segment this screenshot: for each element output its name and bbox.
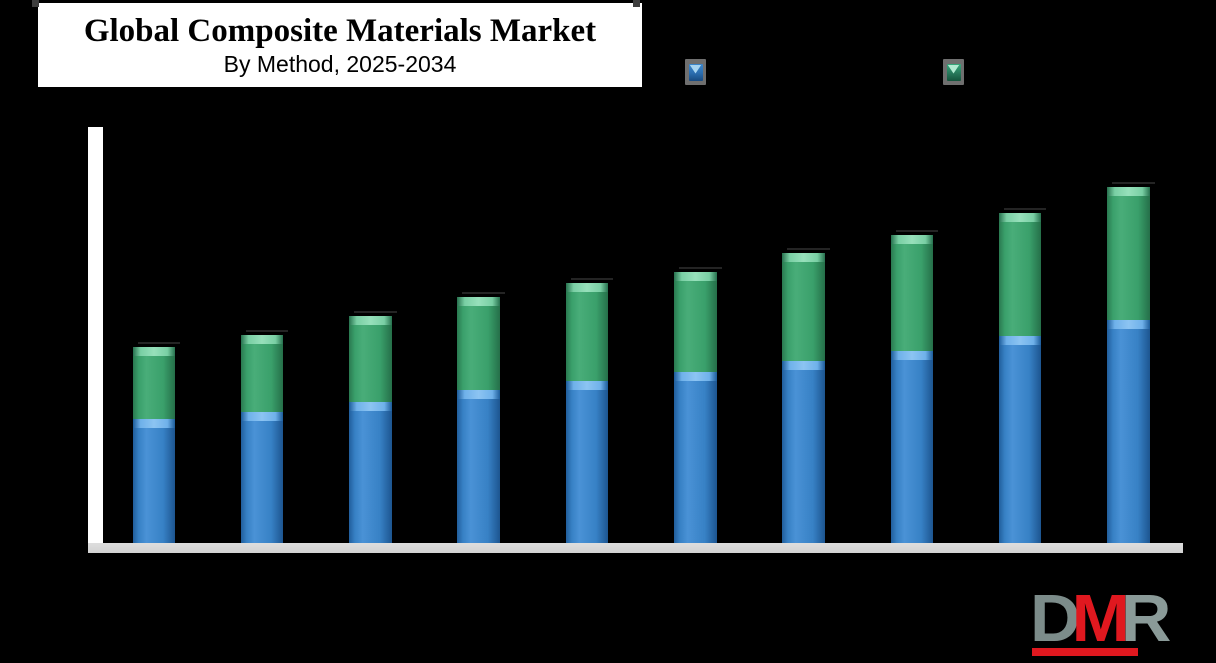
chart-title: Global Composite Materials Market bbox=[83, 13, 597, 49]
bar-2025-blue-segment bbox=[132, 419, 175, 543]
bar-2027 bbox=[349, 310, 397, 543]
bar-2033-green-segment bbox=[998, 213, 1042, 336]
bar-2034-green-segment bbox=[1107, 186, 1150, 321]
bar-2032 bbox=[890, 230, 938, 543]
x-axis-line bbox=[88, 543, 1183, 553]
bar-2027-blue-segment bbox=[349, 401, 392, 543]
bar-2030-green-segment bbox=[674, 272, 717, 373]
bar-2034-blue-segment bbox=[1107, 320, 1150, 543]
x-axis-label-2032: 2032 bbox=[895, 556, 929, 573]
green-series-marker-icon bbox=[946, 63, 961, 81]
x-axis-label-2028: 2028 bbox=[461, 556, 496, 573]
bar-2029-blue-segment bbox=[565, 381, 609, 543]
logo-letter-r: R bbox=[1120, 581, 1171, 656]
blue-series-marker-icon bbox=[688, 63, 703, 81]
bar-2026-blue-segment bbox=[240, 411, 284, 543]
x-axis-label-2031: 2031 bbox=[786, 556, 821, 573]
bar-2028-green-segment bbox=[457, 297, 500, 390]
dmr-logo: DMR bbox=[1030, 585, 1216, 660]
bar-2030-blue-segment bbox=[674, 372, 717, 543]
x-axis-label-2026: 2026 bbox=[245, 556, 279, 573]
x-axis-label-2025: 2025 bbox=[137, 556, 171, 573]
legend-marker-frame bbox=[943, 59, 964, 85]
bar-2033-blue-segment bbox=[998, 335, 1042, 543]
bar-2025 bbox=[132, 342, 180, 543]
bar-2028-blue-segment bbox=[457, 389, 500, 543]
x-axis-label-2034: 2034 bbox=[1111, 556, 1146, 573]
bar-2032-blue-segment bbox=[890, 350, 934, 543]
titlebox-corner-right-mark bbox=[633, 0, 640, 7]
bar-2032-green-segment bbox=[890, 235, 934, 351]
x-axis-label-2027: 2027 bbox=[353, 556, 388, 573]
x-axis-label-2029: 2029 bbox=[570, 556, 604, 573]
bar-2027-green-segment bbox=[349, 315, 392, 402]
titlebox-corner-left-mark bbox=[32, 0, 39, 7]
bar-2026-green-segment bbox=[240, 335, 284, 412]
bar-2029 bbox=[565, 278, 613, 543]
bar-2029-green-segment bbox=[565, 283, 609, 382]
chart-subtitle: By Method, 2025-2034 bbox=[223, 51, 457, 77]
bar-2025-green-segment bbox=[132, 347, 175, 420]
bar-2033 bbox=[998, 208, 1046, 543]
legend-item-series1 bbox=[685, 59, 712, 85]
bar-2034 bbox=[1107, 181, 1155, 543]
bar-2030 bbox=[674, 267, 721, 543]
dmr-logo-letters: DMR bbox=[1030, 585, 1171, 651]
legend-item-series2 bbox=[943, 59, 970, 85]
legend-marker-frame bbox=[685, 59, 706, 85]
logo-letter-m: M bbox=[1071, 581, 1130, 656]
bar-2031 bbox=[782, 248, 830, 543]
x-axis-label-2033: 2033 bbox=[1003, 556, 1037, 573]
chart-title-box: Global Composite Materials Market By Met… bbox=[38, 3, 642, 87]
y-axis-line bbox=[88, 127, 103, 543]
logo-letter-d: D bbox=[1030, 581, 1080, 656]
logo-red-underbar bbox=[1032, 648, 1138, 656]
bar-2026 bbox=[240, 330, 288, 543]
bar-2031-blue-segment bbox=[782, 360, 825, 543]
x-axis-label-2030: 2030 bbox=[678, 556, 712, 573]
bar-2031-green-segment bbox=[782, 253, 825, 361]
bar-2028 bbox=[457, 292, 505, 543]
